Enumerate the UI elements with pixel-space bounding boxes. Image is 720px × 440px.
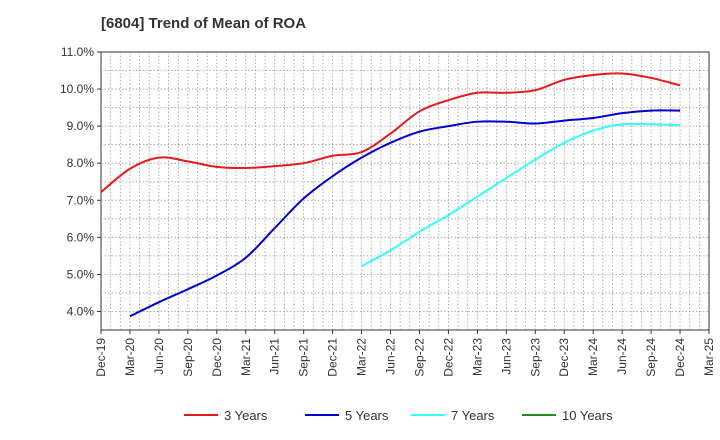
x-tick-label: Jun-24 bbox=[615, 338, 629, 375]
y-tick-label: 11.0% bbox=[61, 45, 94, 59]
x-tick-label: Mar-20 bbox=[123, 338, 137, 376]
chart-title: [6804] Trend of Mean of ROA bbox=[101, 15, 306, 32]
grid-lines bbox=[101, 52, 709, 330]
x-tick-label: Mar-23 bbox=[470, 338, 484, 376]
x-tick-label: Dec-21 bbox=[326, 338, 340, 377]
x-tick-label: Sep-22 bbox=[412, 338, 426, 377]
y-tick-label: 5.0% bbox=[67, 267, 95, 281]
x-tick-label: Sep-23 bbox=[528, 338, 542, 377]
y-tick-label: 7.0% bbox=[67, 193, 95, 207]
x-tick-label: Dec-19 bbox=[94, 338, 108, 377]
legend-label-1: 3 Years bbox=[224, 408, 268, 423]
series-lines bbox=[100, 72, 681, 318]
x-tick-label: Sep-20 bbox=[181, 338, 195, 377]
x-tick-label: Dec-20 bbox=[210, 338, 224, 377]
x-tick-label: Jun-20 bbox=[152, 338, 166, 375]
x-tick-label: Mar-24 bbox=[586, 338, 600, 376]
series-line-2 bbox=[129, 109, 681, 318]
legend-label-2: 5 Years bbox=[345, 408, 389, 423]
legend-label-3: 7 Years bbox=[451, 408, 495, 423]
x-tick-label: Mar-21 bbox=[239, 338, 253, 376]
x-tick-label: Jun-23 bbox=[499, 338, 513, 375]
x-tick-label: Jun-21 bbox=[268, 338, 282, 375]
series-line-1 bbox=[100, 72, 681, 193]
x-tick-label: Sep-21 bbox=[297, 338, 311, 377]
x-tick-label: Mar-22 bbox=[355, 338, 369, 376]
x-tick-label: Dec-22 bbox=[441, 338, 455, 377]
legend-label-4: 10 Years bbox=[562, 408, 613, 423]
y-tick-label: 6.0% bbox=[67, 230, 95, 244]
x-tick-label: Sep-24 bbox=[644, 338, 658, 377]
series-line-3 bbox=[361, 122, 681, 268]
y-tick-label: 4.0% bbox=[67, 304, 95, 318]
x-tick-label: Dec-24 bbox=[673, 338, 687, 377]
x-tick-label: Mar-25 bbox=[702, 338, 716, 376]
x-tick-label: Jun-22 bbox=[384, 338, 398, 375]
x-axis-ticks: Dec-19 Mar-20 Jun-20 Sep-20 Dec-20 Mar-21 Jun-… bbox=[94, 330, 716, 377]
y-tick-label: 9.0% bbox=[67, 119, 95, 133]
legend: 3 Years 5 Years 7 Years 10 Years bbox=[184, 408, 613, 423]
y-axis-ticks: 4.0% 5.0% 6.0% 7.0% 8.0% 9.0% 10.0% 11.0% bbox=[60, 45, 101, 318]
y-tick-label: 10.0% bbox=[60, 82, 94, 96]
y-tick-label: 8.0% bbox=[67, 156, 95, 170]
x-tick-label: Dec-23 bbox=[557, 338, 571, 377]
